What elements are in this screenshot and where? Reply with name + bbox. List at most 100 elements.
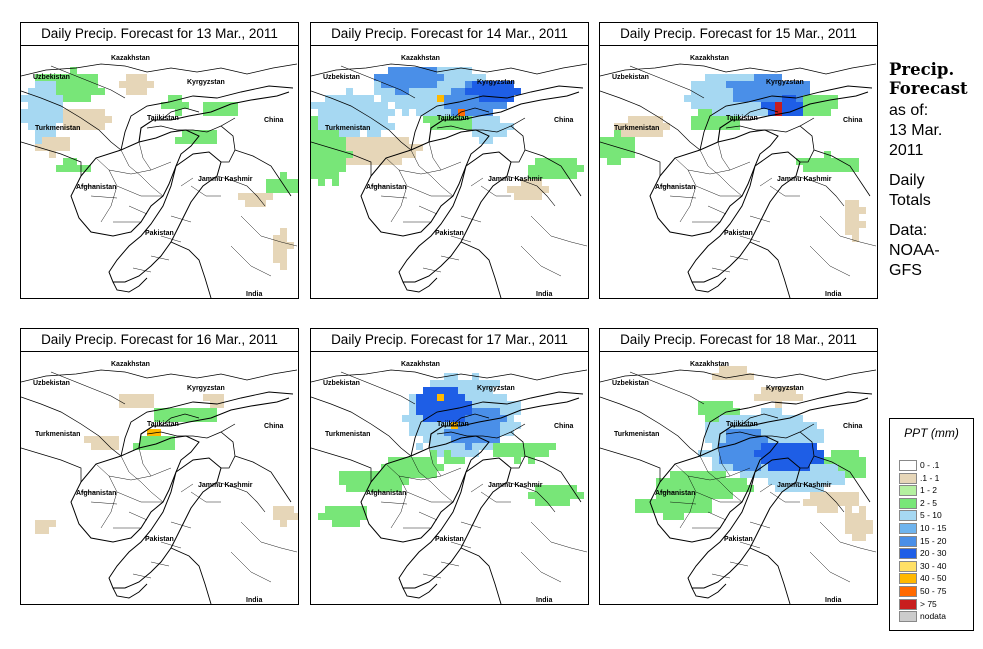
legend-item: 50 - 75 (899, 586, 946, 598)
panel-title: Daily Precip. Forecast for 17 Mar., 2011 (311, 329, 588, 352)
country-label-turkmenistan: Turkmenistan (35, 431, 80, 438)
country-label-turkmenistan: Turkmenistan (325, 125, 370, 132)
border-line (21, 63, 298, 77)
country-label-pakistan: Pakistan (724, 230, 753, 237)
country-label-kyrgyzstan: Kyrgyzstan (477, 385, 515, 392)
precip-field (21, 67, 298, 270)
country-label-india: India (536, 597, 552, 604)
legend-item: nodata (899, 611, 946, 623)
asof-line1: as of: (889, 102, 929, 119)
country-label-jammu-kashmir: Jammu Kashmir (777, 176, 832, 183)
border-line (660, 141, 751, 223)
legend-label: 5 - 10 (920, 510, 942, 521)
border-line (422, 177, 511, 273)
country-label-tajikistan: Tajikistan (147, 421, 179, 428)
border-line (216, 175, 266, 207)
precip-map: Kazakhstan Uzbekistan Kyrgyzstan Tajikistan… (21, 352, 298, 604)
border-line (691, 547, 791, 604)
legend-item: 15 - 20 (899, 535, 947, 548)
forecast-panel-16-mar: Daily Precip. Forecast for 16 Mar., 2011… (20, 328, 299, 605)
border-line (132, 177, 221, 273)
country-label-kyrgyzstan: Kyrgyzstan (766, 79, 804, 86)
country-label-uzbekistan: Uzbekistan (612, 380, 649, 387)
precip-field (311, 67, 584, 200)
legend-label: 40 - 50 (920, 573, 947, 584)
country-label-uzbekistan: Uzbekistan (323, 380, 360, 387)
totals-line1: Daily (889, 172, 925, 189)
country-label-afghanistan: Afghanistan (655, 184, 695, 191)
country-label-kyrgyzstan: Kyrgyzstan (766, 385, 804, 392)
border-line (520, 215, 588, 277)
data-line2: NOAA- (889, 242, 940, 259)
map-canvas: Kazakhstan Uzbekistan Kyrgyzstan Tajikistan… (600, 55, 877, 298)
country-label-turkmenistan: Turkmenistan (614, 125, 659, 132)
legend-item: 5 - 10 (899, 510, 942, 522)
border-line (220, 431, 292, 503)
precip-field (635, 366, 873, 541)
border-line (21, 369, 298, 383)
country-label-kyrgyzstan: Kyrgyzstan (187, 385, 225, 392)
country-label-uzbekistan: Uzbekistan (33, 74, 70, 81)
country-label-china: China (554, 117, 574, 124)
border-line (340, 65, 416, 99)
border-line (600, 141, 661, 176)
border-line (230, 215, 298, 277)
border-line (21, 141, 82, 176)
border-line (311, 396, 412, 457)
data-line1: Data: (889, 222, 928, 239)
legend-label: 50 - 75 (920, 586, 947, 596)
country-label-china: China (264, 117, 284, 124)
forecast-panel-13-mar: Daily Precip. Forecast for 13 Mar., 2011… (20, 22, 299, 299)
border-line (510, 125, 582, 197)
border-line (50, 65, 126, 99)
country-label-afghanistan: Afghanistan (366, 184, 406, 191)
legend-item: 40 - 50 (899, 573, 946, 585)
panel-title: Daily Precip. Forecast for 14 Mar., 2011 (311, 23, 588, 46)
legend-label: 2 - 5 (920, 497, 938, 508)
legend-item: 1 - 2 (899, 485, 937, 497)
precip-map: Kazakhstan Uzbekistan Kyrgyzstan Tajikistan… (21, 46, 298, 298)
border-line (230, 521, 298, 583)
legend-label: 0 - .1 (920, 460, 940, 470)
country-label-jammu-kashmir: Jammu Kashmir (198, 482, 253, 489)
country-label-pakistan: Pakistan (145, 230, 174, 237)
border-line (81, 447, 172, 529)
border-line (428, 397, 580, 449)
legend-swatch (899, 573, 917, 585)
country-label-tajikistan: Tajikistan (147, 115, 179, 122)
legend-label: 10 - 15 (920, 523, 947, 533)
precip-map: Kazakhstan Uzbekistan Kyrgyzstan Tajikistan… (311, 352, 588, 604)
legend-item: 20 - 30 (899, 548, 946, 560)
country-label-pakistan: Pakistan (435, 230, 464, 237)
country-label-jammu-kashmir: Jammu Kashmir (198, 176, 253, 183)
border-line (699, 391, 873, 457)
country-label-pakistan: Pakistan (435, 536, 464, 543)
border-line (50, 371, 126, 405)
legend-swatch (899, 497, 917, 509)
border-line (70, 129, 200, 237)
legend-label: 30 - 40 (920, 560, 947, 571)
border-line (311, 63, 588, 77)
border-line (220, 125, 292, 197)
border-line (600, 63, 877, 77)
panel-title: Daily Precip. Forecast for 15 Mar., 2011 (600, 23, 877, 46)
forecast-panel-17-mar: Daily Precip. Forecast for 17 Mar., 2011… (310, 328, 589, 605)
legend-label: .1 - 1 (920, 472, 940, 483)
forecast-panel-14-mar: Daily Precip. Forecast for 14 Mar., 2011… (310, 22, 589, 299)
panel-title: Daily Precip. Forecast for 13 Mar., 2011 (21, 23, 298, 46)
border-line (120, 391, 294, 457)
legend-swatch (899, 586, 917, 597)
border-line (216, 481, 266, 513)
precip-field (600, 74, 866, 242)
map-canvas: Kazakhstan Uzbekistan Kyrgyzstan Tajikistan… (600, 361, 877, 604)
legend-item: 0 - .1 (899, 460, 939, 472)
border-line (506, 175, 556, 207)
asof-line3: 2011 (889, 142, 924, 159)
legend-item: 2 - 5 (899, 497, 938, 510)
legend-label: 15 - 20 (920, 535, 947, 546)
border-line (510, 431, 582, 503)
legend-item: .1 - 1 (899, 472, 940, 485)
border-line (422, 483, 511, 579)
country-label-india: India (825, 291, 841, 298)
forecast-panel-15-mar: Daily Precip. Forecast for 15 Mar., 2011… (599, 22, 878, 299)
